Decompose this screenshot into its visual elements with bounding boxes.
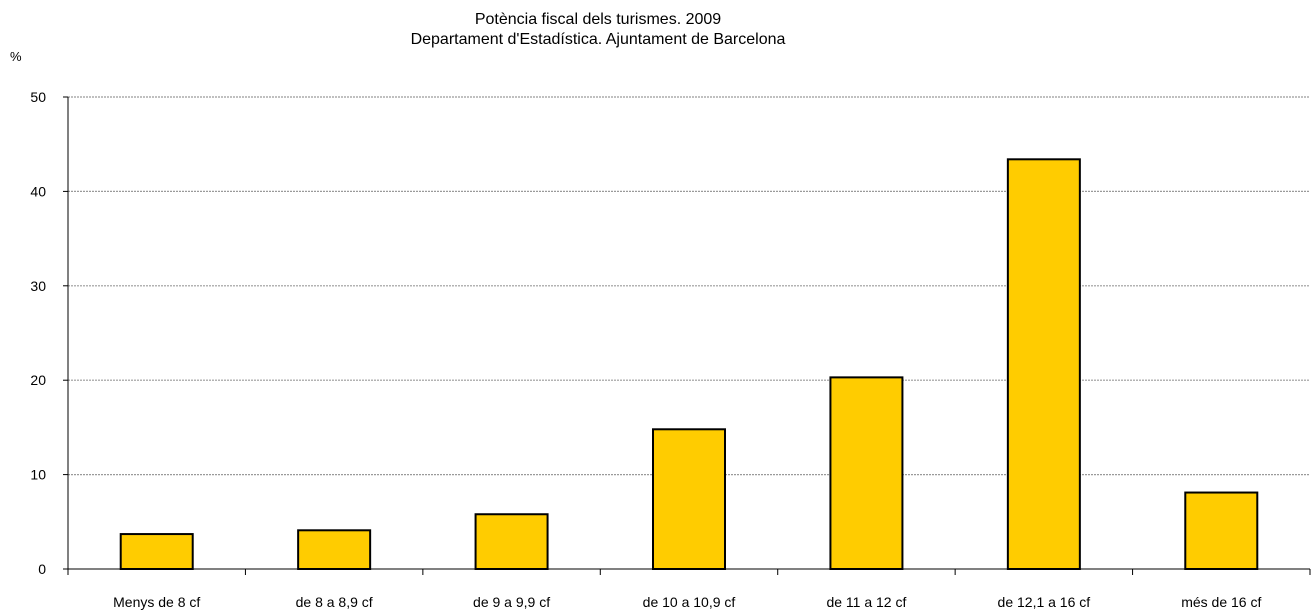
gridlines [68, 96, 1310, 476]
x-tick-label: Menys de 8 cf [113, 594, 200, 610]
y-tick-label: 40 [30, 183, 46, 199]
y-tick-label: 50 [30, 89, 46, 105]
bar [1184, 491, 1259, 571]
y-tick-label: 10 [30, 467, 46, 483]
x-tick-label: de 12,1 a 16 cf [998, 594, 1091, 610]
x-tick-label: de 8 a 8,9 cf [296, 594, 373, 610]
y-tick-labels: 0 10 20 30 40 50 [30, 89, 46, 577]
bar [474, 513, 549, 570]
chart-subtitle: Departament d'Estadística. Ajuntament de… [411, 31, 786, 48]
axes [63, 96, 1311, 575]
bar [1006, 158, 1081, 571]
y-axis-label: % [10, 49, 22, 64]
x-tick-label: de 10 a 10,9 cf [643, 594, 736, 610]
y-tick-label: 0 [38, 561, 46, 577]
bar [829, 376, 904, 571]
x-tick-label: de 11 a 12 cf [826, 594, 906, 610]
x-tick-label: de 9 a 9,9 cf [473, 594, 550, 610]
x-tick-labels: Menys de 8 cf de 8 a 8,9 cf de 9 a 9,9 cf d… [113, 594, 1261, 610]
bar [297, 529, 372, 571]
chart-title: Potència fiscal dels turismes. 2009 [475, 11, 721, 28]
x-tick-label: més de 16 cf [1181, 594, 1261, 610]
y-tick-label: 30 [30, 278, 46, 294]
bars [119, 158, 1259, 571]
y-tick-label: 20 [30, 372, 46, 388]
bar [652, 428, 726, 570]
bar [119, 533, 194, 571]
